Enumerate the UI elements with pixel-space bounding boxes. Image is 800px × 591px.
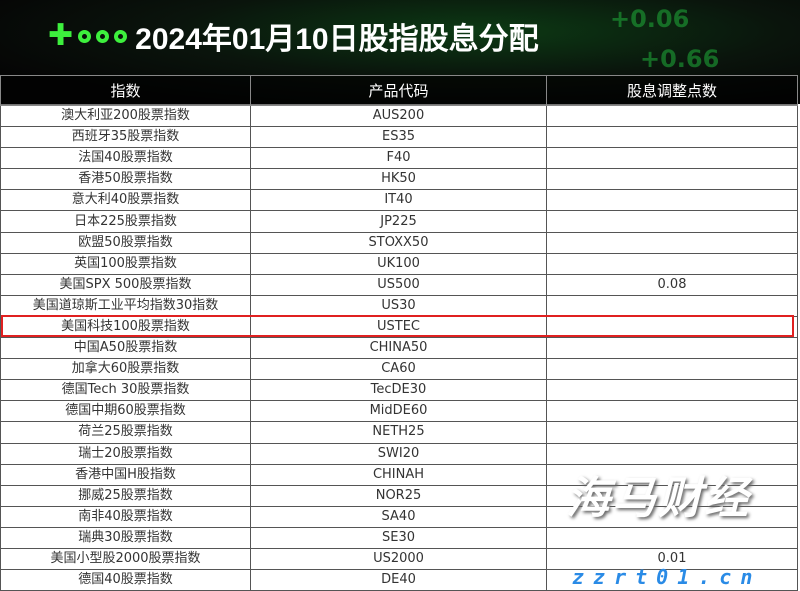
index-name-cell: 德国中期60股票指数 xyxy=(0,400,251,423)
highlight-box xyxy=(1,315,794,337)
page-title: 2024年01月10日股指股息分配 xyxy=(135,23,539,56)
product-code-cell: IT40 xyxy=(250,189,547,212)
dividend-points-cell xyxy=(546,231,798,254)
product-code-cell: US2000 xyxy=(250,547,547,571)
index-name-cell: 美国小型股2000股票指数 xyxy=(0,547,251,571)
product-code-cell: DE40 xyxy=(250,569,547,591)
banner-decor: +0.66 xyxy=(640,45,720,73)
dividend-points-cell xyxy=(546,126,798,149)
circle-icon xyxy=(114,29,128,43)
product-code-cell: CHINAH xyxy=(250,463,547,486)
index-name-cell: 挪威25股票指数 xyxy=(0,484,251,507)
product-code-cell: TecDE30 xyxy=(250,379,547,402)
index-name-cell: 欧盟50股票指数 xyxy=(0,231,251,254)
product-code-cell: SWI20 xyxy=(250,442,547,465)
watermark-logo: 海马财经 xyxy=(566,473,750,524)
table-row: 美国SPX 500股票指数 US500 0.08 xyxy=(0,273,798,296)
dividend-points-cell xyxy=(546,337,798,360)
product-code-cell: UK100 xyxy=(250,252,547,275)
table-row: 德国Tech 30股票指数 TecDE30 xyxy=(0,379,798,402)
column-header-index: 指数 xyxy=(0,75,251,106)
table-row: 瑞典30股票指数 SE30 xyxy=(0,526,798,549)
dividend-points-cell xyxy=(546,294,798,317)
dividend-points-cell xyxy=(546,569,798,591)
product-code-cell: JP225 xyxy=(250,210,547,233)
dividend-table: 指数 产品代码 股息调整点数 澳大利亚200股票指数 AUS200 西班牙35股票指… xyxy=(0,75,798,591)
watermark-url: zzrt01.cn xyxy=(572,565,762,589)
index-name-cell: 法国40股票指数 xyxy=(0,147,251,170)
dividend-points-cell xyxy=(546,400,798,423)
index-name-cell: 香港50股票指数 xyxy=(0,168,251,191)
circle-icon xyxy=(96,29,110,43)
table-row: 瑞士20股票指数 SWI20 xyxy=(0,442,798,465)
index-name-cell: 澳大利亚200股票指数 xyxy=(0,104,251,128)
index-name-cell: 荷兰25股票指数 xyxy=(0,421,251,444)
table-row: 日本225股票指数 JP225 xyxy=(0,210,798,233)
column-header-code: 产品代码 xyxy=(250,75,547,106)
dividend-points-cell: 0.08 xyxy=(546,273,798,296)
table-row: 意大利40股票指数 IT40 xyxy=(0,189,798,212)
index-name-cell: 美国科技100股票指数 xyxy=(0,315,251,339)
dividend-points-cell xyxy=(546,147,798,170)
table-row: 英国100股票指数 UK100 xyxy=(0,252,798,275)
index-name-cell: 美国SPX 500股票指数 xyxy=(0,273,251,296)
index-name-cell: 意大利40股票指数 xyxy=(0,189,251,212)
index-name-cell: 美国道琼斯工业平均指数30指数 xyxy=(0,294,251,317)
dividend-points-cell xyxy=(546,104,798,128)
dividend-points-cell xyxy=(546,421,798,444)
index-name-cell: 日本225股票指数 xyxy=(0,210,251,233)
table-row: 法国40股票指数 F40 xyxy=(0,147,798,170)
table-row: 加拿大60股票指数 CA60 xyxy=(0,358,798,381)
product-code-cell: CHINA50 xyxy=(250,337,547,360)
circle-icon xyxy=(78,29,92,43)
index-name-cell: 香港中国H股指数 xyxy=(0,463,251,486)
dividend-points-cell xyxy=(546,358,798,381)
product-code-cell: STOXX50 xyxy=(250,231,547,254)
table-header: 指数 产品代码 股息调整点数 xyxy=(0,75,798,106)
banner-decor: +0.06 xyxy=(610,5,690,33)
product-code-cell: NETH25 xyxy=(250,421,547,444)
index-name-cell: 加拿大60股票指数 xyxy=(0,358,251,381)
index-name-cell: 瑞典30股票指数 xyxy=(0,526,251,549)
table-row: 德国中期60股票指数 MidDE60 xyxy=(0,400,798,423)
product-code-cell: NOR25 xyxy=(250,484,547,507)
product-code-cell: CA60 xyxy=(250,358,547,381)
product-code-cell: HK50 xyxy=(250,168,547,191)
table-row: 西班牙35股票指数 ES35 xyxy=(0,126,798,149)
product-code-cell: US30 xyxy=(250,294,547,317)
index-name-cell: 英国100股票指数 xyxy=(0,252,251,275)
index-name-cell: 瑞士20股票指数 xyxy=(0,442,251,465)
product-code-cell: AUS200 xyxy=(250,104,547,128)
dividend-points-cell xyxy=(546,168,798,191)
index-name-cell: 西班牙35股票指数 xyxy=(0,126,251,149)
index-name-cell: 中国A50股票指数 xyxy=(0,337,251,360)
index-name-cell: 德国40股票指数 xyxy=(0,569,251,591)
dividend-points-cell xyxy=(546,210,798,233)
product-code-cell: F40 xyxy=(250,147,547,170)
table-row: 荷兰25股票指数 NETH25 xyxy=(0,421,798,444)
index-name-cell: 南非40股票指数 xyxy=(0,505,251,528)
plus-icon: ✚ xyxy=(48,18,74,53)
dividend-points-cell xyxy=(546,442,798,465)
dividend-points-cell xyxy=(546,526,798,549)
dividend-points-cell xyxy=(546,379,798,402)
table-row: 香港中国H股指数 CHINAH xyxy=(0,463,798,486)
dividend-points-cell xyxy=(546,252,798,275)
product-code-cell: SE30 xyxy=(250,526,547,549)
table-row: 中国A50股票指数 CHINA50 xyxy=(0,337,798,360)
table-row: 德国40股票指数 DE40 xyxy=(0,569,798,591)
column-header-points: 股息调整点数 xyxy=(546,75,798,106)
table-row: 美国科技100股票指数 USTEC xyxy=(0,315,798,339)
table-row: 美国道琼斯工业平均指数30指数 US30 xyxy=(0,294,798,317)
dividend-points-cell xyxy=(546,189,798,212)
logo: ✚ xyxy=(48,18,128,53)
product-code-cell: MidDE60 xyxy=(250,400,547,423)
table-row: 澳大利亚200股票指数 AUS200 xyxy=(0,104,798,128)
index-name-cell: 德国Tech 30股票指数 xyxy=(0,379,251,402)
product-code-cell: SA40 xyxy=(250,505,547,528)
table-row: 香港50股票指数 HK50 xyxy=(0,168,798,191)
product-code-cell: ES35 xyxy=(250,126,547,149)
product-code-cell: US500 xyxy=(250,273,547,296)
table-row: 欧盟50股票指数 STOXX50 xyxy=(0,231,798,254)
